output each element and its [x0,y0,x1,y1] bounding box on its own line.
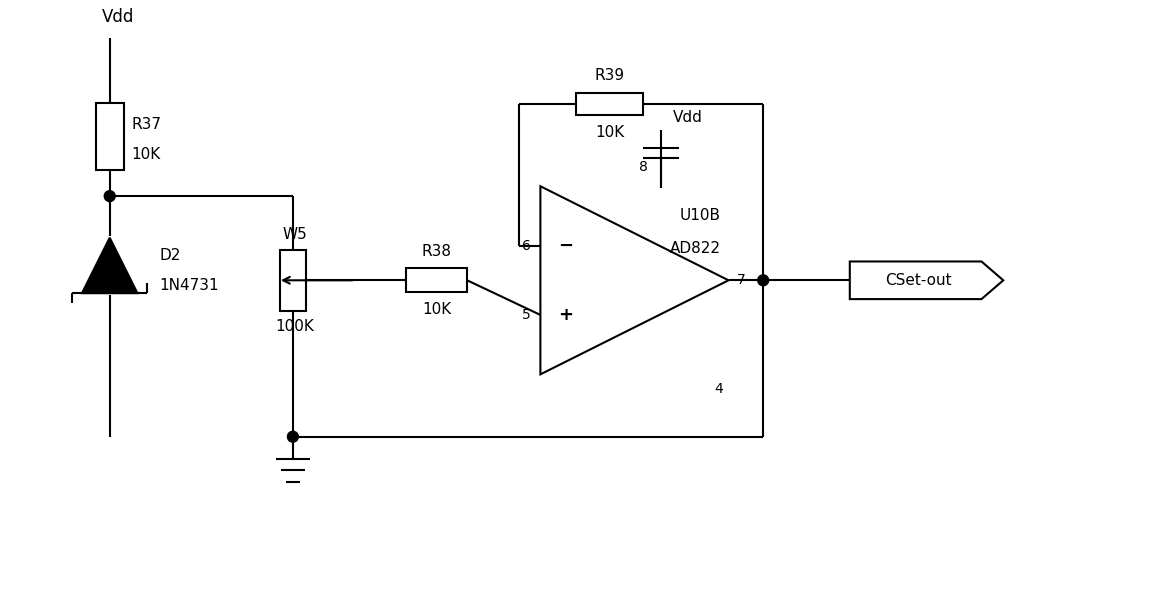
Text: Vdd: Vdd [673,110,702,125]
Text: W5: W5 [282,227,308,242]
Polygon shape [82,238,137,293]
Bar [405,268,467,292]
Text: 6: 6 [521,238,531,253]
Bar [96,103,123,171]
Text: R38: R38 [421,244,452,258]
Circle shape [758,275,769,286]
Text: CSet-out: CSet-out [886,273,952,288]
Polygon shape [540,186,728,374]
Circle shape [104,191,115,202]
Text: −: − [558,237,574,255]
Text: 5: 5 [521,308,531,322]
Polygon shape [850,261,1003,299]
Bar [280,250,305,311]
Bar [576,93,643,115]
Text: U10B: U10B [679,208,721,223]
Text: 4: 4 [714,382,723,396]
Text: Vdd: Vdd [102,8,135,26]
Text: 100K: 100K [275,319,315,334]
Text: 1N4731: 1N4731 [159,278,218,293]
Circle shape [288,431,298,442]
Text: 10K: 10K [131,147,160,162]
Text: +: + [558,306,574,324]
Text: R37: R37 [131,117,161,132]
Text: 8: 8 [639,160,648,175]
Text: 10K: 10K [596,125,625,140]
Text: AD822: AD822 [670,241,721,255]
Text: R39: R39 [594,68,625,83]
Text: 7: 7 [736,273,745,287]
Text: 10K: 10K [421,302,452,317]
Text: D2: D2 [159,248,181,263]
